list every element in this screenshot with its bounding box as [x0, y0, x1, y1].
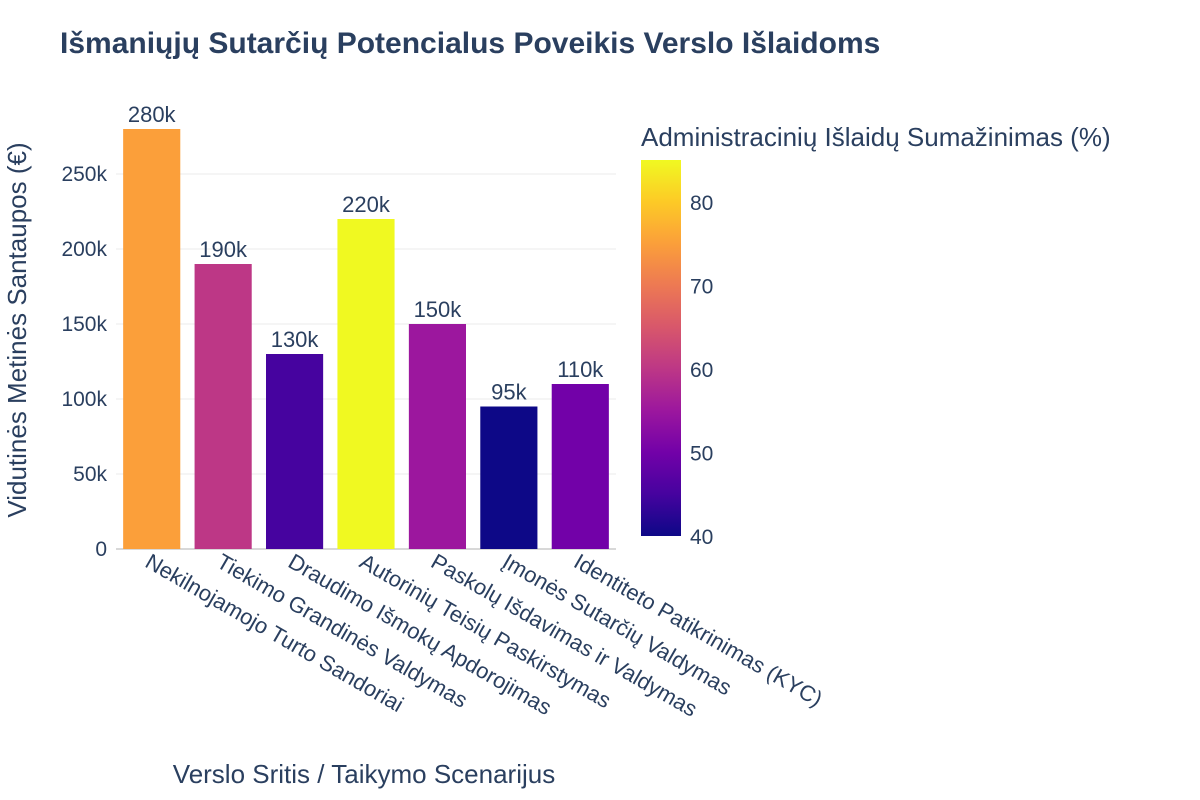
y-axis-title: Vidutinės Metinės Santaupos (€) [2, 142, 32, 517]
bars [123, 129, 609, 549]
y-tick-label: 250k [61, 163, 107, 186]
bar [194, 264, 252, 549]
colorbar: Administracinių Išlaidų Sumažinimas (%) … [641, 122, 1111, 549]
data-label: 190k [199, 237, 248, 262]
bar [408, 324, 466, 549]
x-axis-title: Verslo Sritis / Taikymo Scenarijus [173, 759, 555, 789]
bar [480, 406, 538, 549]
colorbar-gradient [641, 160, 681, 536]
bar [123, 129, 181, 549]
data-label: 110k [557, 357, 604, 382]
colorbar-tick-label: 40 [690, 526, 713, 549]
colorbar-tick-label: 60 [690, 359, 713, 382]
y-tick-label: 150k [61, 313, 107, 336]
y-tick-label: 0 [95, 538, 107, 561]
chart-title: Išmaniųjų Sutarčių Potencialus Poveikis … [60, 27, 880, 60]
y-tick-label: 50k [73, 463, 107, 486]
y-tick-label: 100k [61, 388, 107, 411]
y-tick-label: 200k [61, 238, 107, 261]
colorbar-title: Administracinių Išlaidų Sumažinimas (%) [641, 122, 1111, 152]
colorbar-tick-label: 80 [690, 192, 713, 215]
bar [266, 354, 324, 549]
y-axis-ticks: 0 50k 100k 150k 200k 250k [61, 163, 107, 561]
bar [551, 384, 609, 549]
data-label: 280k [128, 102, 177, 127]
data-label: 95k [491, 380, 527, 405]
data-label: 220k [342, 192, 391, 217]
colorbar-ticks: 40 50 60 70 80 [690, 192, 713, 549]
colorbar-tick-label: 50 [690, 442, 713, 465]
data-label: 150k [414, 297, 463, 322]
data-label: 130k [271, 327, 320, 352]
colorbar-tick-label: 70 [690, 275, 713, 298]
bar [337, 219, 395, 549]
data-labels: 280k 190k 130k 220k 150k 95k 110k [128, 102, 604, 405]
